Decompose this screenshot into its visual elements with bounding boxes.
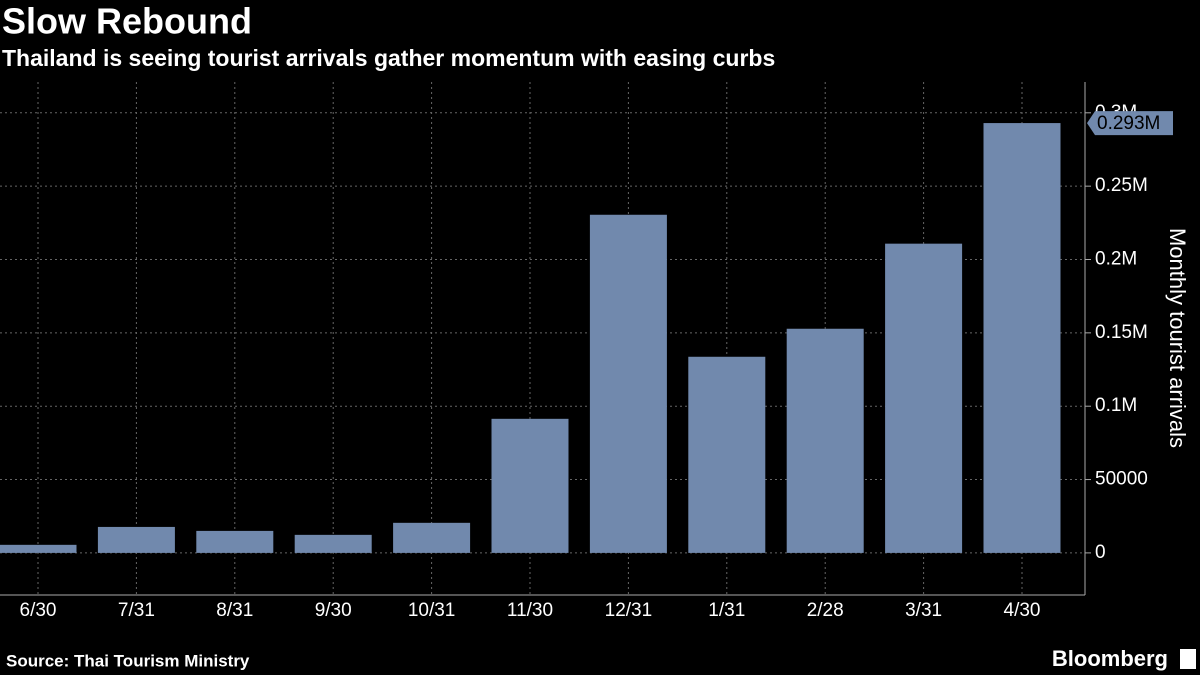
brand-icon <box>1180 649 1196 669</box>
bar <box>393 522 471 553</box>
y-tick-label: 50000 <box>1095 469 1148 490</box>
x-tick-label: 9/30 <box>315 600 352 621</box>
bar <box>983 123 1061 553</box>
bar <box>786 328 864 553</box>
x-tick-label: 7/31 <box>118 600 155 621</box>
bar <box>589 214 667 553</box>
x-tick-label: 6/30 <box>20 600 57 621</box>
y-tick-label: 0.2M <box>1095 249 1137 270</box>
x-tick-label: 2/28 <box>807 600 844 621</box>
bar <box>885 243 963 553</box>
x-tick-label: 8/31 <box>216 600 253 621</box>
value-label-box <box>1087 111 1173 136</box>
brand: Bloomberg <box>1052 646 1168 671</box>
x-tick-label: 11/30 <box>507 600 553 621</box>
chart-title: Slow Rebound <box>2 1 252 42</box>
x-tick-label: 3/31 <box>905 600 942 621</box>
source: Source: Thai Tourism Ministry <box>6 651 250 670</box>
bar <box>97 526 175 553</box>
x-tick-label: 1/31 <box>708 600 745 621</box>
value-label: 0.293M <box>1097 113 1160 134</box>
bar <box>294 534 372 553</box>
y-tick-label: 0.1M <box>1095 395 1137 416</box>
bar <box>491 418 569 553</box>
y-tick-label: 0.15M <box>1095 322 1148 343</box>
y-axis-label: Monthly tourist arrivals <box>1165 228 1190 448</box>
chart-subtitle: Thailand is seeing tourist arrivals gath… <box>2 45 775 71</box>
x-tick-label: 4/30 <box>1004 600 1041 621</box>
bar <box>0 544 77 553</box>
bar <box>196 530 274 553</box>
x-tick-label: 12/31 <box>605 600 653 621</box>
y-tick-label: 0.25M <box>1095 175 1148 196</box>
y-tick-label: 0 <box>1095 542 1106 563</box>
x-tick-label: 10/31 <box>408 600 456 621</box>
bar <box>688 356 766 553</box>
